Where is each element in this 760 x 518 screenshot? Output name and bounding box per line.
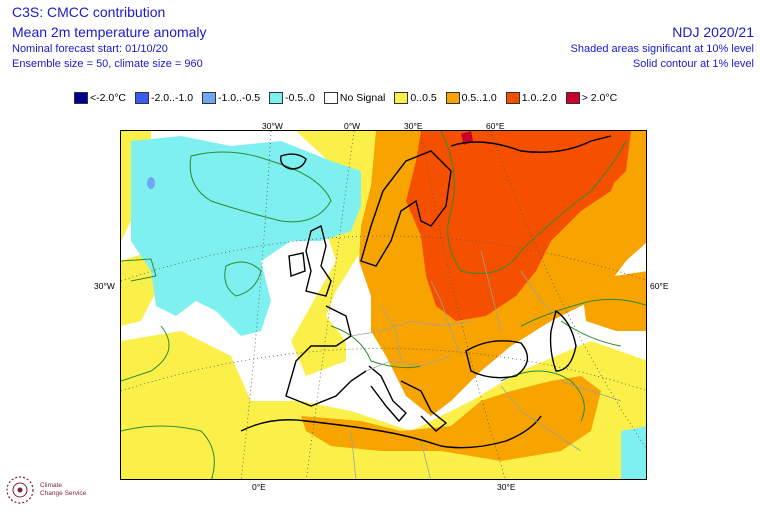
legend-item: -2.0..-1.0 (135, 92, 193, 104)
anomaly-gt-2.0-regions (461, 131, 473, 145)
legend-label: -1.0..-0.5 (218, 92, 261, 104)
legend-item: > 2.0°C (565, 92, 618, 104)
contour-significance-text: Solid contour at 1% level (632, 58, 754, 70)
legend-swatch (135, 92, 150, 104)
top-axis-label: 30°W (262, 121, 283, 131)
legend-swatch (565, 92, 580, 104)
country-borders (350, 250, 622, 479)
anomaly-neg0.5-0-regions (131, 136, 646, 479)
copernicus-logo: Climate Change Service (4, 470, 114, 516)
variable-title: Mean 2m temperature anomaly (12, 24, 207, 40)
legend-label: -2.0..-1.0 (151, 92, 194, 104)
logo-line2: Change Service (40, 490, 87, 497)
graticule (121, 131, 646, 479)
legend-item: 0..0.5 (394, 92, 437, 104)
legend-label: 0.5..1.0 (461, 92, 497, 104)
significance-contours (121, 131, 646, 479)
legend-swatch (269, 92, 284, 104)
bottom-axis-label: 30°E (497, 482, 516, 492)
forecast-start-text: Nominal forecast start: 01/10/20 (12, 43, 168, 55)
color-legend: <-2.0°C -2.0..-1.0 -1.0..-0.5 -0.5..0 No Sig… (74, 92, 626, 104)
legend-item: <-2.0°C (74, 92, 126, 104)
legend-label: -0.5..0 (285, 92, 315, 104)
right-axis-label: 60°E (650, 281, 669, 291)
period-title: NDJ 2020/21 (672, 24, 754, 40)
anomaly-map (120, 130, 647, 480)
top-axis-label: 60°E (486, 121, 505, 131)
logo-line1: Climate (40, 482, 63, 489)
copernicus-climate-icon (6, 476, 34, 504)
left-axis-label: 30°W (94, 281, 115, 291)
top-axis-label: 30°E (404, 121, 423, 131)
legend-item: -0.5..0 (269, 92, 315, 104)
bottom-axis-label: 0°E (252, 482, 266, 492)
legend-swatch (323, 92, 338, 104)
product-title: C3S: CMCC contribution (12, 4, 166, 20)
ensemble-size-text: Ensemble size = 50, climate size = 960 (12, 58, 203, 70)
legend-item: No Signal (323, 92, 386, 104)
legend-label: > 2.0°C (581, 92, 618, 104)
top-axis-label: 0°W (344, 121, 361, 131)
coastlines (240, 135, 612, 449)
shaded-significance-text: Shaded areas significant at 10% level (570, 43, 754, 55)
legend-item: -1.0..-0.5 (202, 92, 260, 104)
anomaly-1.0-2.0-regions (406, 131, 631, 321)
anomaly-neg1-neg0.5-patch (147, 177, 155, 189)
legend-swatch (74, 92, 88, 104)
legend-item: 0.5..1.0 (445, 92, 497, 104)
legend-swatch (505, 92, 520, 104)
legend-label: <-2.0°C (90, 92, 127, 104)
map-svg (121, 131, 646, 479)
legend-label: 0..0.5 (410, 92, 437, 104)
legend-swatch (445, 92, 460, 104)
legend-swatch (202, 92, 217, 104)
legend-label: No Signal (339, 92, 386, 104)
legend-item: 1.0..2.0 (505, 92, 557, 104)
legend-swatch (394, 92, 409, 104)
legend-label: 1.0..2.0 (521, 92, 557, 104)
